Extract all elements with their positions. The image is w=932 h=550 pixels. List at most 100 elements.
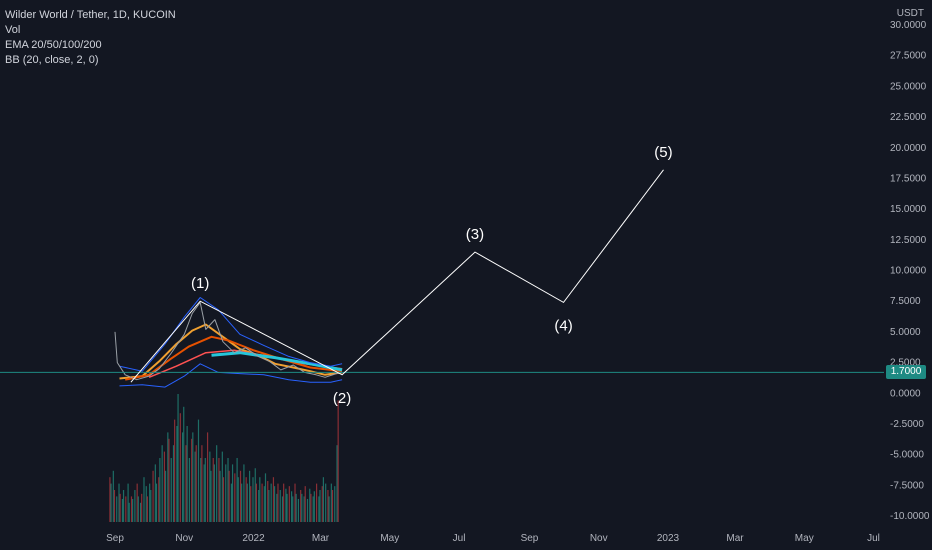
volume-histogram xyxy=(109,394,339,522)
volume-bar xyxy=(286,493,288,522)
volume-bar xyxy=(172,445,175,522)
volume-bar xyxy=(168,438,170,522)
x-tick-label: Sep xyxy=(106,533,124,544)
currency-unit-label[interactable]: USDT xyxy=(896,8,924,19)
x-tick-label: May xyxy=(795,533,814,544)
legend-title[interactable]: Wilder World / Tether, 1D, KUCOIN xyxy=(5,9,176,21)
x-tick-label: Jul xyxy=(453,533,466,544)
volume-bar xyxy=(225,464,227,522)
volume-bar xyxy=(241,483,243,522)
volume-bar xyxy=(185,445,187,522)
price-axis: 30.0000 27.5000 25.0000 22.5000 20.0000 17.50… xyxy=(890,20,930,522)
x-tick-label: Nov xyxy=(590,533,608,544)
wave-label: (2) xyxy=(333,390,351,407)
volume-bar xyxy=(209,451,211,522)
volume-bar xyxy=(255,483,258,522)
volume-bar xyxy=(276,493,278,522)
volume-bar xyxy=(167,432,169,522)
volume-bar xyxy=(161,445,163,522)
volume-bar xyxy=(113,490,116,522)
wave-label: (1) xyxy=(191,275,209,292)
y-tick-label: 7.5000 xyxy=(890,296,921,307)
volume-bar xyxy=(279,490,281,522)
volume-bar xyxy=(186,426,188,522)
volume-bar xyxy=(132,498,134,522)
volume-bar xyxy=(315,483,318,522)
elliott-wave-projection[interactable]: (1) (2) (3) (4) (5) xyxy=(130,144,673,407)
volume-bar xyxy=(128,502,130,522)
volume-bar xyxy=(155,483,158,522)
volume-bar xyxy=(291,491,293,522)
x-tick-label: Mar xyxy=(726,533,744,544)
volume-bar xyxy=(134,490,136,522)
wave-label: (3) xyxy=(466,226,484,243)
volume-bar xyxy=(237,477,239,522)
y-tick-label: 17.5000 xyxy=(890,173,927,184)
ema-200-line xyxy=(211,351,343,372)
bb-lower-line xyxy=(119,363,343,388)
volume-bar xyxy=(272,477,275,522)
volume-bar xyxy=(110,483,112,522)
volume-bar xyxy=(330,483,332,522)
volume-bar xyxy=(192,432,194,522)
volume-bar xyxy=(270,483,272,522)
volume-bar xyxy=(216,445,218,522)
volume-bar xyxy=(264,473,267,522)
volume-bar xyxy=(127,483,129,522)
volume-bar xyxy=(122,490,125,522)
volume-bar xyxy=(331,490,334,522)
legend-volume[interactable]: Vol xyxy=(5,24,21,36)
volume-bar xyxy=(149,483,151,522)
volume-bar xyxy=(327,490,329,522)
y-tick-label: -2.5000 xyxy=(890,419,924,430)
volume-bar xyxy=(145,486,147,522)
volume-bar xyxy=(116,496,118,522)
volume-bar xyxy=(112,470,114,522)
volume-bar xyxy=(181,432,184,522)
volume-bar xyxy=(248,470,251,522)
current-price-badge: 1.7000 xyxy=(886,365,926,379)
legend-ema[interactable]: EMA 20/50/100/200 xyxy=(5,39,102,51)
x-tick-label: 2023 xyxy=(657,533,680,544)
volume-bar xyxy=(304,486,306,522)
volume-bar xyxy=(164,470,167,522)
volume-bar xyxy=(206,432,209,522)
volume-bar xyxy=(125,496,127,522)
y-tick-label: -10.0000 xyxy=(890,511,930,522)
volume-bar xyxy=(170,458,172,522)
volume-bar xyxy=(259,477,261,522)
volume-bar xyxy=(210,470,212,522)
volume-bar xyxy=(254,468,256,522)
volume-bar xyxy=(261,483,263,522)
volume-bar xyxy=(322,477,325,522)
volume-bar xyxy=(318,496,320,522)
volume-bar xyxy=(201,445,203,522)
volume-bar xyxy=(121,498,124,522)
ema-20-line xyxy=(119,323,343,380)
volume-bar xyxy=(258,490,260,522)
volume-bar xyxy=(303,496,305,522)
volume-bar xyxy=(212,458,214,522)
volume-bar xyxy=(227,458,229,522)
volume-bar xyxy=(294,483,296,522)
volume-bar xyxy=(177,394,179,522)
volume-bar xyxy=(130,496,133,522)
legend-bollinger-bands[interactable]: BB (20, close, 2, 0) xyxy=(5,54,99,66)
x-tick-label: 2022 xyxy=(242,533,265,544)
x-tick-label: Nov xyxy=(175,533,193,544)
y-tick-label: 20.0000 xyxy=(890,143,927,154)
y-tick-label: 27.5000 xyxy=(890,51,927,62)
volume-bar xyxy=(245,477,247,522)
volume-bar xyxy=(141,493,143,522)
volume-bar xyxy=(283,483,285,522)
volume-bar xyxy=(174,419,176,522)
volume-bar xyxy=(312,496,314,522)
volume-bar xyxy=(119,493,121,522)
volume-bar xyxy=(267,481,269,522)
volume-bar xyxy=(334,486,336,522)
volume-bar xyxy=(213,464,215,522)
volume-bar xyxy=(252,477,254,522)
y-tick-label: 5.0000 xyxy=(890,327,921,338)
volume-bar xyxy=(146,496,148,522)
